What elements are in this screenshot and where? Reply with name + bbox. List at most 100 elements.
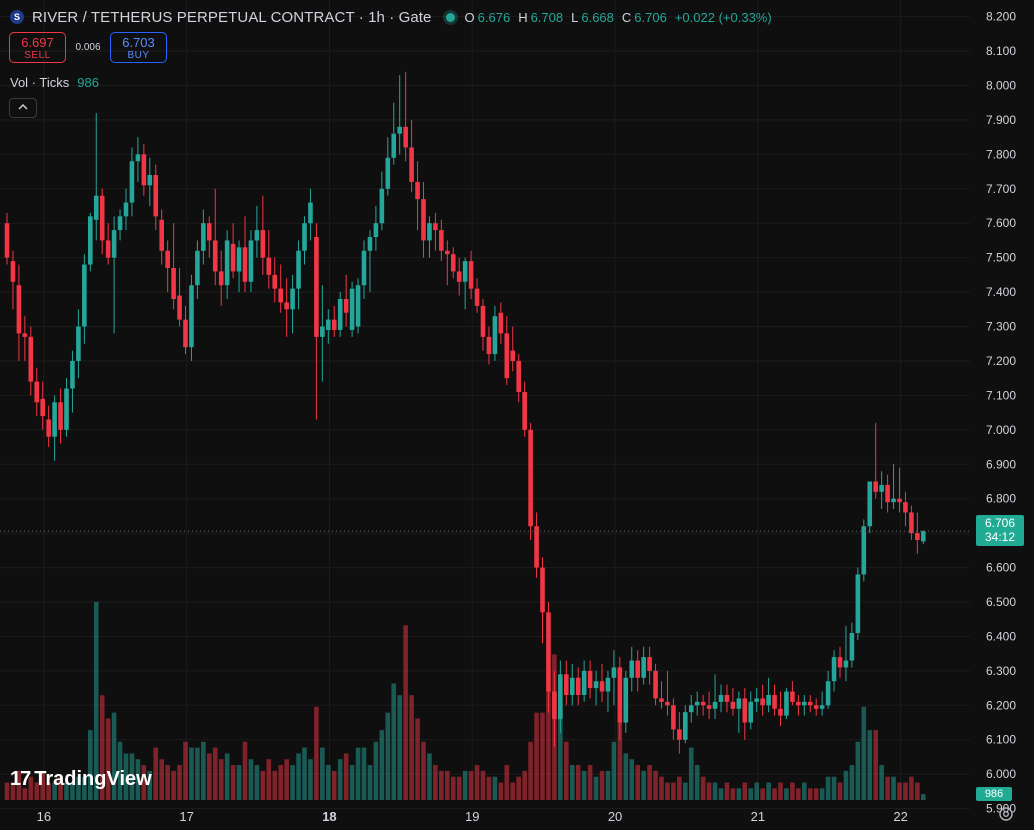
- market-status-icon[interactable]: [445, 12, 455, 22]
- candle-body: [272, 274, 278, 289]
- volume-bar: [766, 782, 771, 800]
- volume-bar: [683, 782, 688, 800]
- candlesticks: [4, 71, 926, 754]
- candle-body: [528, 429, 533, 527]
- volume-bar: [439, 770, 444, 800]
- volume-bar: [807, 788, 813, 800]
- volume-bar: [528, 741, 533, 800]
- time-axis[interactable]: 16 17 18 19 20 21 22: [37, 809, 908, 824]
- candle-body: [677, 729, 682, 740]
- low-label: L: [571, 9, 579, 25]
- candle-body: [468, 261, 474, 289]
- price-axis-label: 6.900: [986, 457, 1016, 471]
- volume-bar: [349, 765, 355, 800]
- candle-body: [147, 175, 153, 186]
- candle-body: [52, 402, 57, 437]
- volume-bar: [379, 730, 385, 800]
- volume-bar: [546, 683, 551, 800]
- volume-bar: [760, 788, 765, 800]
- chevron-up-icon: [18, 104, 28, 110]
- volume-bar: [385, 712, 391, 800]
- volume-bar: [778, 782, 783, 800]
- volume-bar: [688, 747, 694, 800]
- candle-body: [189, 285, 194, 348]
- volume-bar: [224, 753, 230, 800]
- candle-body: [123, 202, 129, 217]
- time-axis-label: 20: [608, 809, 622, 824]
- volume-bar: [4, 782, 10, 800]
- volume-bar: [849, 765, 855, 800]
- volume-bar: [141, 765, 147, 800]
- volume-bar: [784, 788, 789, 800]
- candle-body: [22, 333, 28, 337]
- candle-body: [379, 188, 385, 224]
- volume-bar: [474, 765, 480, 800]
- candle-body: [58, 402, 63, 430]
- volume-bar: [183, 741, 188, 800]
- symbol-title[interactable]: RIVER / TETHERUS PERPETUAL CONTRACT · 1h…: [32, 8, 432, 26]
- candle-body: [694, 701, 700, 706]
- candle-body: [427, 223, 432, 241]
- low-value: 6.668: [581, 9, 614, 25]
- time-axis-label: 21: [751, 809, 765, 824]
- candle-body: [885, 484, 890, 503]
- volume-bar: [254, 765, 260, 800]
- candle-body: [819, 705, 825, 709]
- volume-bar: [308, 759, 313, 800]
- volume-bar: [99, 695, 105, 800]
- price-change: +0.022 (+0.33%): [674, 9, 772, 25]
- price-axis[interactable]: 8.200 8.100 8.000 7.900 7.800 7.700 7.600 7.500…: [986, 10, 1016, 816]
- candle-body: [772, 694, 777, 709]
- time-axis-label: 18: [322, 809, 336, 824]
- candle-body: [159, 219, 164, 251]
- volume-bar: [326, 765, 331, 800]
- candle-body: [28, 336, 34, 382]
- candle-body: [855, 574, 861, 633]
- candle-body: [522, 391, 527, 430]
- volume-bar: [569, 765, 575, 800]
- gear-icon[interactable]: [997, 805, 1015, 823]
- candle-body: [909, 512, 914, 534]
- volume-legend[interactable]: Vol · Ticks 986: [10, 75, 99, 90]
- high-label: H: [518, 9, 528, 25]
- buy-button[interactable]: 6.703 BUY: [110, 32, 167, 63]
- price-axis-label: 7.400: [986, 285, 1016, 299]
- candle-body: [891, 498, 896, 503]
- volume-bar: [831, 776, 837, 800]
- volume-bar: [748, 788, 754, 800]
- volume-bar: [730, 788, 736, 800]
- volume-bar: [320, 747, 325, 800]
- volume-bar: [427, 753, 432, 800]
- volume-bar: [605, 770, 611, 800]
- volume-bar: [207, 753, 212, 800]
- volume-bar: [290, 765, 295, 800]
- volume-bar: [635, 765, 640, 800]
- candle-body: [921, 531, 926, 542]
- candle-body: [653, 670, 658, 699]
- collapse-legend-button[interactable]: [9, 98, 37, 118]
- volume-bar: [772, 788, 777, 800]
- volume-bar: [236, 765, 242, 800]
- price-axis-label: 7.100: [986, 388, 1016, 402]
- volume-bar: [837, 782, 843, 800]
- sell-button[interactable]: 6.697 SELL: [9, 32, 66, 63]
- tradingview-logo-icon: 17: [10, 768, 31, 790]
- price-axis-label: 7.700: [986, 182, 1016, 196]
- candle-body: [284, 302, 289, 310]
- candle-body: [480, 305, 486, 337]
- price-axis-label: 6.600: [986, 561, 1016, 575]
- volume-bar: [825, 776, 831, 800]
- candle-body: [671, 705, 676, 730]
- price-axis-label: 7.500: [986, 251, 1016, 265]
- candle-body: [195, 250, 200, 286]
- candle-body: [492, 316, 498, 355]
- candle-body: [290, 288, 295, 310]
- tradingview-logo[interactable]: 17 TradingView: [10, 768, 152, 791]
- candle-body: [552, 691, 557, 720]
- candle-body: [183, 319, 188, 348]
- volume-bar: [492, 776, 498, 800]
- candle-body: [64, 388, 69, 430]
- symbol-icon[interactable]: S: [10, 10, 24, 24]
- volume-bar: [659, 776, 664, 800]
